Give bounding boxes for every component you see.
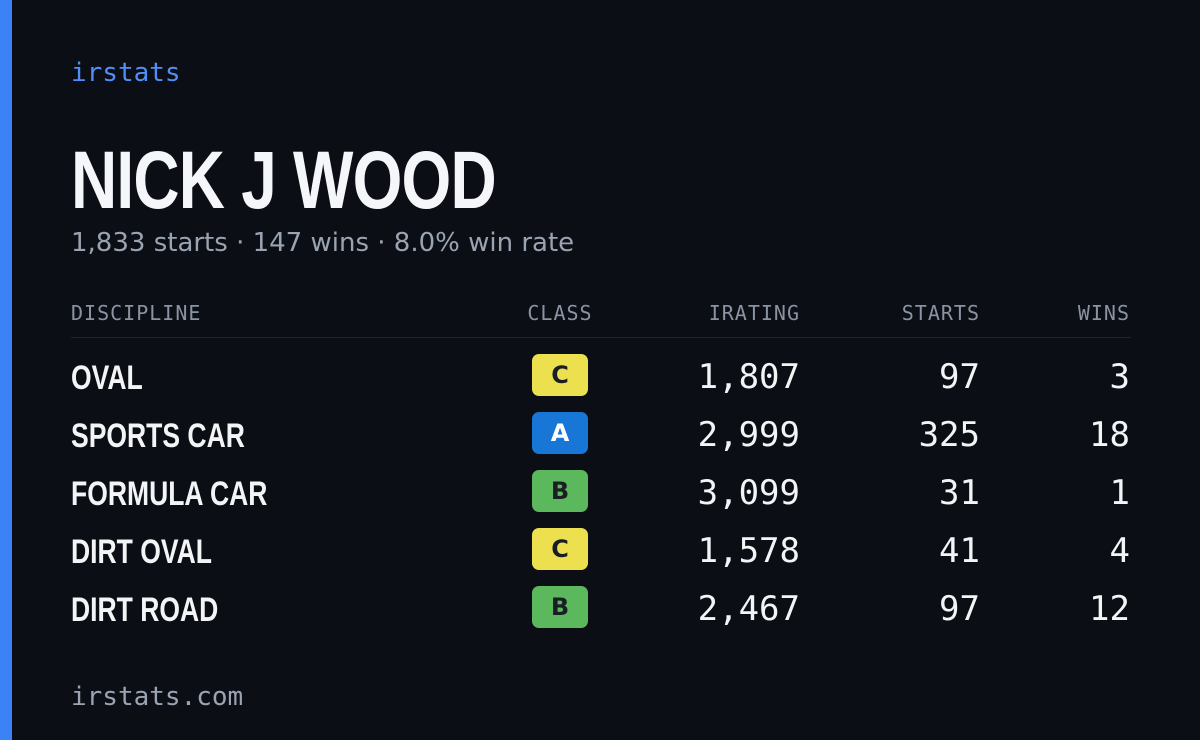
irating: 1,807	[697, 357, 800, 397]
column-header: IRATING	[708, 301, 800, 325]
class-badge: B	[532, 586, 588, 628]
wins: 18	[1089, 415, 1130, 455]
starts: 97	[939, 357, 980, 397]
driver-summary: 1,833 starts · 147 wins · 8.0% win rate	[71, 228, 575, 258]
starts: 31	[939, 473, 980, 513]
wins: 3	[1109, 357, 1130, 397]
class-badge: B	[532, 470, 588, 512]
column-header: STARTS	[901, 301, 980, 325]
column-header: DISCIPLINE	[71, 301, 202, 325]
header-rule	[71, 337, 1131, 338]
irating: 2,999	[697, 415, 800, 455]
discipline: FORMULA CAR	[71, 475, 268, 513]
footer: irstats.com	[71, 682, 244, 712]
driver-name: NICK J WOOD	[71, 135, 497, 226]
accent-stripe	[0, 0, 12, 740]
discipline: DIRT OVAL	[71, 533, 212, 571]
discipline: OVAL	[71, 359, 143, 397]
starts: 325	[918, 415, 980, 455]
wins: 1	[1109, 473, 1130, 513]
discipline: DIRT ROAD	[71, 591, 219, 629]
starts: 41	[939, 531, 980, 571]
column-header: WINS	[1077, 301, 1130, 325]
discipline: SPORTS CAR	[71, 417, 245, 455]
irating: 2,467	[697, 589, 800, 629]
irating: 1,578	[697, 531, 800, 571]
starts: 97	[939, 589, 980, 629]
class-badge: C	[532, 528, 588, 570]
column-header: CLASS	[527, 301, 593, 325]
irating: 3,099	[697, 473, 800, 513]
wins: 4	[1109, 531, 1130, 571]
class-badge: A	[532, 412, 588, 454]
class-badge: C	[532, 354, 588, 396]
wins: 12	[1089, 589, 1130, 629]
brand: irstats	[71, 58, 181, 88]
